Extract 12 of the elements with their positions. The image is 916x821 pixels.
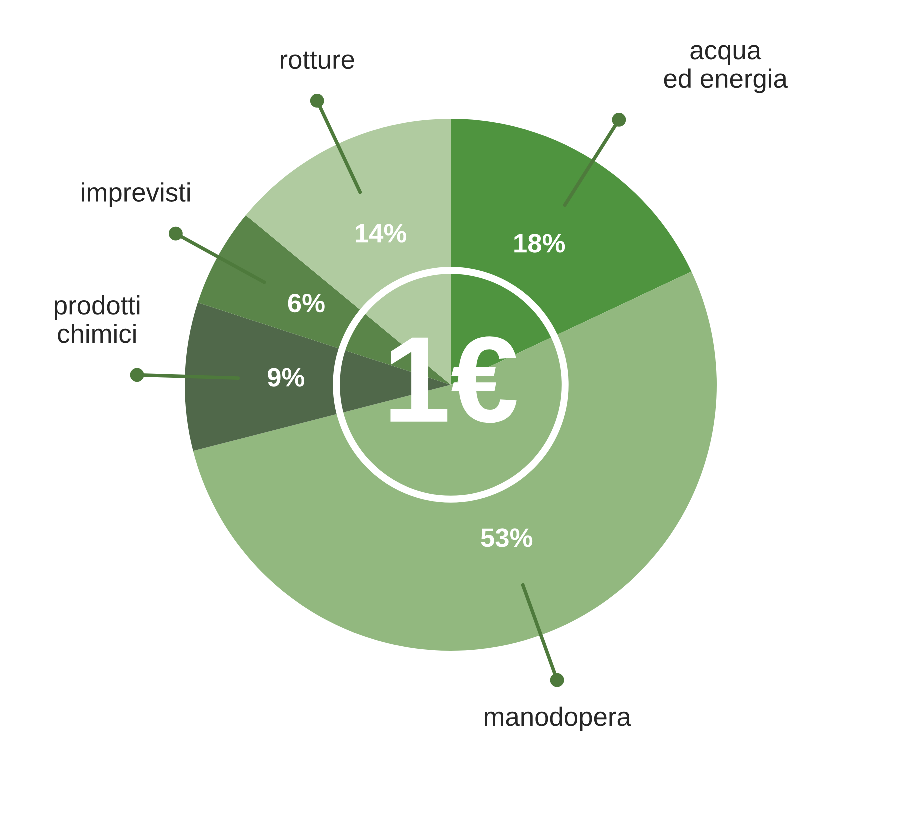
- slice-label: imprevisti: [82, 182, 190, 208]
- data-label: 6%: [288, 294, 325, 313]
- text: 1€: [390, 336, 517, 424]
- data-label: 18%: [514, 234, 566, 253]
- data-label: 14%: [356, 224, 406, 243]
- pie-slice: [193, 272, 717, 651]
- slice-label: manodopera: [484, 706, 632, 732]
- slice-label: prodotti chimici: [55, 296, 140, 344]
- slice-label: rotture: [280, 52, 354, 70]
- data-label: 53%: [481, 528, 533, 548]
- data-label: 9%: [268, 368, 305, 387]
- slice-label: acqua ed energia: [664, 45, 788, 94]
